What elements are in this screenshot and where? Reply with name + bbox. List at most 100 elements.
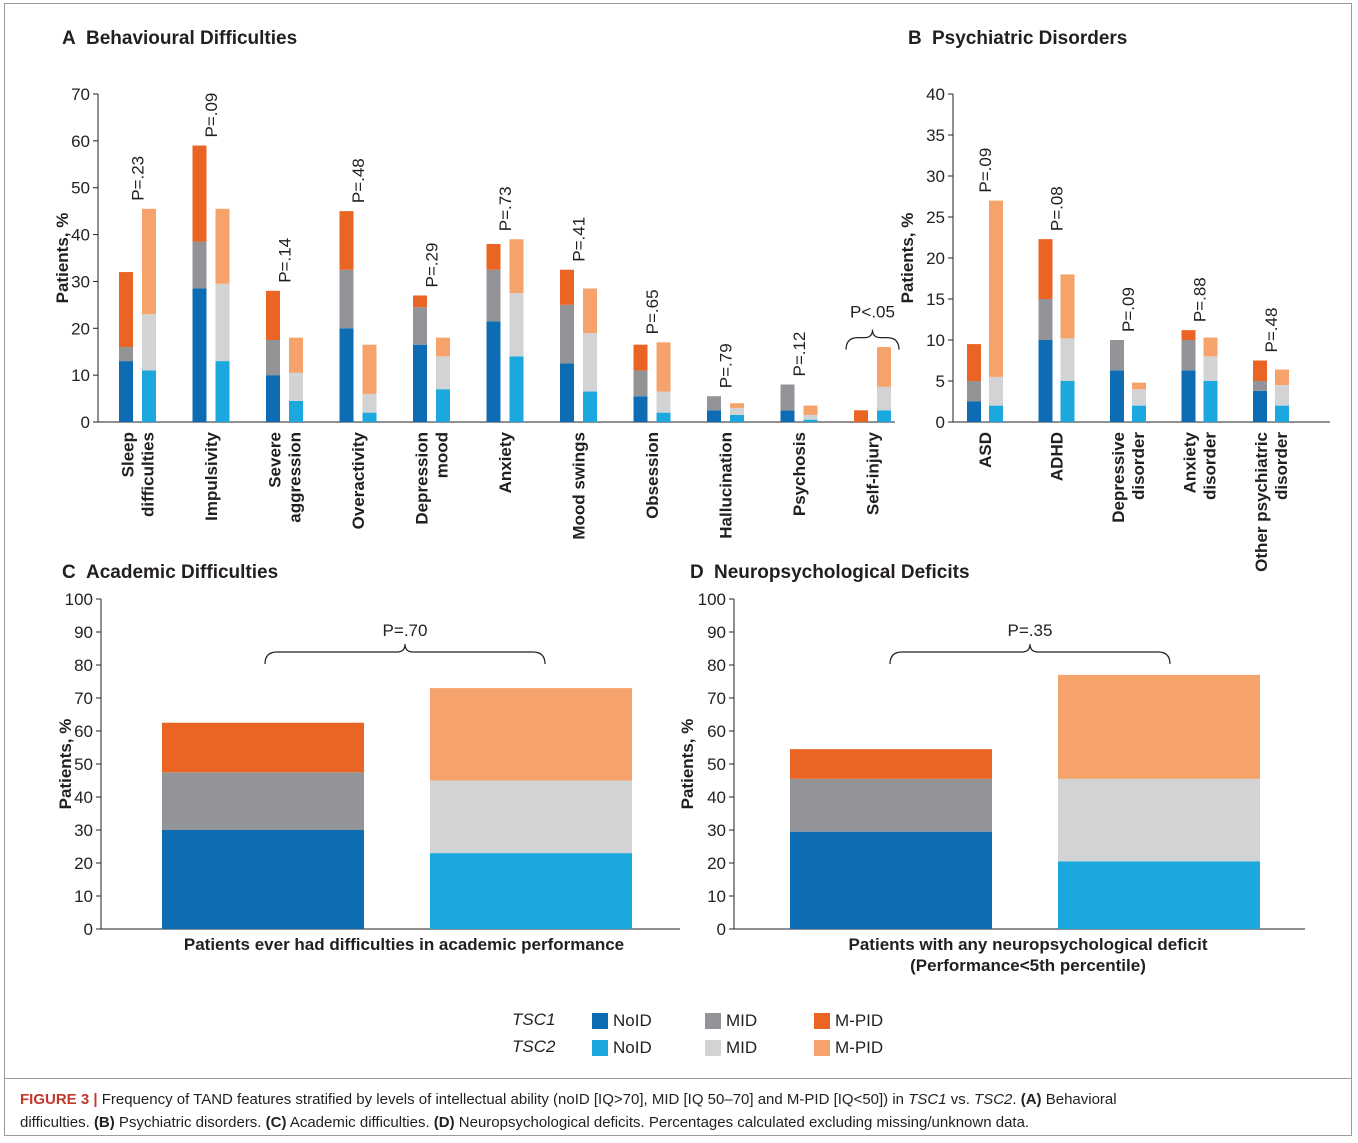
panel-b-p-value: P=.09: [1119, 287, 1138, 332]
panel-b-p-value: P=.09: [976, 148, 995, 193]
panel-c-y-tick-label: 90: [74, 623, 93, 642]
panel-a-bar-tsc2-seg-2: [142, 208, 156, 315]
panel-c-y-tick-label: 100: [65, 590, 93, 609]
panel-a-bar-tsc2-seg-1: [142, 314, 156, 371]
panel-a-bar-tsc2-seg-1: [583, 332, 597, 392]
panel-b-chart-title: Psychiatric Disorders: [932, 28, 1127, 49]
panel-d-p-value: P=.35: [1008, 621, 1053, 640]
panel-b-bar-tsc1-seg-0: [1038, 340, 1053, 422]
panel-a-category-label: Hallucination: [717, 432, 736, 539]
caption-a-text: Behavioral: [1041, 1091, 1117, 1108]
panel-c-p-value: P=.70: [383, 621, 428, 640]
caption-line2-start: difficulties.: [20, 1114, 94, 1131]
panel-a-bar-tsc2-seg-1: [215, 283, 230, 362]
panel-a-bar-tsc1-seg-1: [633, 370, 648, 397]
panel-a-bar-tsc1-seg-1: [780, 384, 795, 411]
panel-a-category-label: Overactivity: [349, 431, 368, 529]
panel-d-y-tick-label: 100: [698, 590, 726, 609]
panel-c-bar-tsc2-seg-0: [430, 853, 632, 929]
panel-a-bar-tsc2-seg-2: [362, 344, 377, 394]
caption-figure-label: FIGURE 3 |: [20, 1091, 98, 1108]
panel-c-y-tick-label: 0: [84, 920, 93, 939]
panel-d-y-tick-label: 10: [707, 887, 726, 906]
panel-b-bar-tsc1-seg-2: [967, 344, 981, 381]
panel-a-bar-tsc2-seg-2: [656, 342, 671, 392]
panel-b-category-label: Depressive: [1109, 432, 1128, 523]
panel-d-y-axis-label: Patients, %: [678, 719, 697, 810]
panel-d-y-tick-label: 60: [707, 722, 726, 741]
panel-a-y-tick-label: 60: [71, 132, 90, 151]
panel-a-p-value: P<.05: [850, 303, 895, 322]
panel-a-bar-tsc2-seg-0: [436, 389, 450, 422]
panel-b-y-tick-label: 10: [926, 331, 945, 350]
panel-b-y-tick-label: 15: [926, 290, 945, 309]
panel-b-bar-tsc1-seg-2: [1038, 239, 1053, 299]
caption-d-text: Neuropsychological deficits. Percentages…: [454, 1114, 1030, 1131]
legend-swatch-tsc1-mpid: [814, 1013, 830, 1029]
legend-text-tsc2-mpid: M-PID: [835, 1038, 884, 1057]
panel-c-y-tick-label: 10: [74, 887, 93, 906]
panel-a-category-label: difficulties: [139, 432, 158, 517]
panel-a-bar-tsc1-seg-0: [707, 410, 721, 422]
panel-b-bar-tsc2-seg-0: [1275, 405, 1289, 422]
panel-a-bar-tsc2-seg-2: [436, 337, 450, 357]
panel-a-y-tick-label: 40: [71, 226, 90, 245]
panel-d-y-tick-label: 90: [707, 623, 726, 642]
panel-a-bar-tsc2-seg-0: [730, 414, 744, 422]
panel-a-bar-tsc1-seg-0: [486, 321, 501, 422]
panel-a-bar-tsc1-seg-0: [339, 328, 354, 422]
caption-d: (D): [433, 1114, 455, 1131]
panel-a-bar-tsc1-seg-0: [266, 375, 280, 422]
panel-a-bar-tsc2-seg-0: [877, 410, 891, 422]
panel-a-category-label: Obsession: [643, 432, 662, 519]
panel-b-category-label: disorder: [1201, 432, 1220, 500]
panel-b-category-label: disorder: [1129, 432, 1148, 500]
panel-b-bar-tsc1-seg-0: [967, 401, 981, 422]
legend-swatch-tsc1-mid: [705, 1013, 721, 1029]
panel-a-bar-tsc2-seg-0: [656, 412, 671, 422]
panel-a-p-value: P=.14: [276, 238, 295, 283]
panel-a-category-label: Self-injury: [864, 431, 883, 515]
panel-d-y-tick-label: 50: [707, 755, 726, 774]
legend-item-tsc2-mpid: M-PID: [814, 1038, 883, 1058]
panel-a-bar-tsc2-seg-2: [803, 405, 818, 415]
caption-tsc2: TSC2: [974, 1091, 1013, 1108]
panel-a-bar-tsc2-seg-2: [583, 288, 597, 333]
panel-c-y-tick-label: 20: [74, 854, 93, 873]
panel-a-bar-tsc2-seg-1: [509, 293, 524, 357]
panel-a-bar-tsc1-seg-0: [119, 361, 133, 422]
panel-a-p-value: P=.23: [129, 156, 148, 201]
panel-a-bar-tsc1-seg-0: [633, 396, 648, 422]
panel-b-bar-tsc2-seg-2: [1275, 369, 1289, 386]
legend-item-tsc2-mid: MID: [705, 1038, 757, 1058]
panel-a-bar-tsc2-seg-0: [289, 400, 303, 422]
panel-b-y-tick-label: 30: [926, 167, 945, 186]
panel-a-bar-tsc2-seg-1: [289, 372, 303, 401]
panel-a-bar-tsc1-seg-0: [413, 344, 427, 422]
panel-a-bar-tsc1-seg-1: [266, 340, 280, 376]
panel-c-panel-letter: C: [62, 562, 76, 583]
panel-b-category-label: ADHD: [1048, 432, 1067, 481]
panel-c-y-tick-label: 80: [74, 656, 93, 675]
panel-b-bar-tsc2-seg-0: [1203, 381, 1218, 422]
panel-a-bar-tsc1-seg-2: [560, 269, 574, 305]
panel-d-y-tick-label: 70: [707, 689, 726, 708]
panel-a-bar-tsc2-seg-0: [362, 412, 377, 422]
panel-a-chart-title: Behavioural Difficulties: [86, 28, 297, 49]
panel-b-category-label: Anxiety: [1181, 431, 1200, 493]
panel-a-bar-tsc2-seg-2: [215, 208, 230, 284]
panel-b-bar-tsc1-seg-2: [1181, 330, 1196, 340]
panel-d-bar-tsc2-seg-1: [1058, 778, 1260, 862]
panel-a-bar-tsc1-seg-0: [560, 363, 574, 422]
panel-a-p-value: P=.79: [717, 343, 736, 388]
panel-a-y-tick-label: 50: [71, 179, 90, 198]
caption-text-2: vs.: [946, 1091, 975, 1108]
panel-b-bar-tsc1-seg-1: [967, 381, 981, 402]
panel-a-category-label: Depression: [413, 432, 432, 525]
panel-b-bar-tsc1-seg-0: [1181, 370, 1196, 422]
figure-caption: FIGURE 3 | Frequency of TAND features st…: [20, 1088, 1340, 1134]
panel-c-y-axis-label: Patients, %: [56, 719, 75, 810]
panel-a-panel-letter: A: [62, 28, 76, 49]
panel-c-bar-tsc1-seg-0: [162, 830, 364, 929]
panel-d-x-axis-label: (Performance<5th percentile): [910, 956, 1146, 975]
